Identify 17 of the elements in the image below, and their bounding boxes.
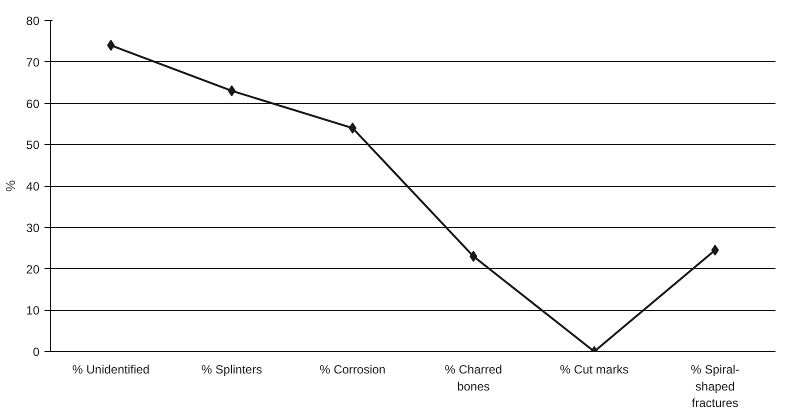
y-axis-title: % [3, 180, 18, 192]
x-tick-label: % Spiral- shaped fractures [690, 362, 740, 410]
y-tick-label: 0 [32, 345, 40, 359]
y-tick-label: 60 [26, 96, 40, 111]
x-tick-label: % Charred bones [444, 362, 502, 394]
y-tick-label: 70 [26, 55, 40, 70]
y-tick-label: 40 [26, 180, 40, 194]
y-tick-label: 80 [26, 14, 40, 28]
x-tick-label: % Splinters [201, 362, 262, 376]
y-tick-label: 20 [26, 262, 40, 276]
x-tick-label: % Unidentified [72, 362, 150, 376]
y-tick-label: 10 [26, 304, 40, 318]
point [228, 85, 236, 96]
y-tick-label: 30 [26, 220, 40, 235]
y-tick-label: 50 [26, 138, 40, 152]
x-tick-label: % Corrosion [320, 362, 386, 376]
x-tick-label: % Cut marks [560, 362, 629, 376]
